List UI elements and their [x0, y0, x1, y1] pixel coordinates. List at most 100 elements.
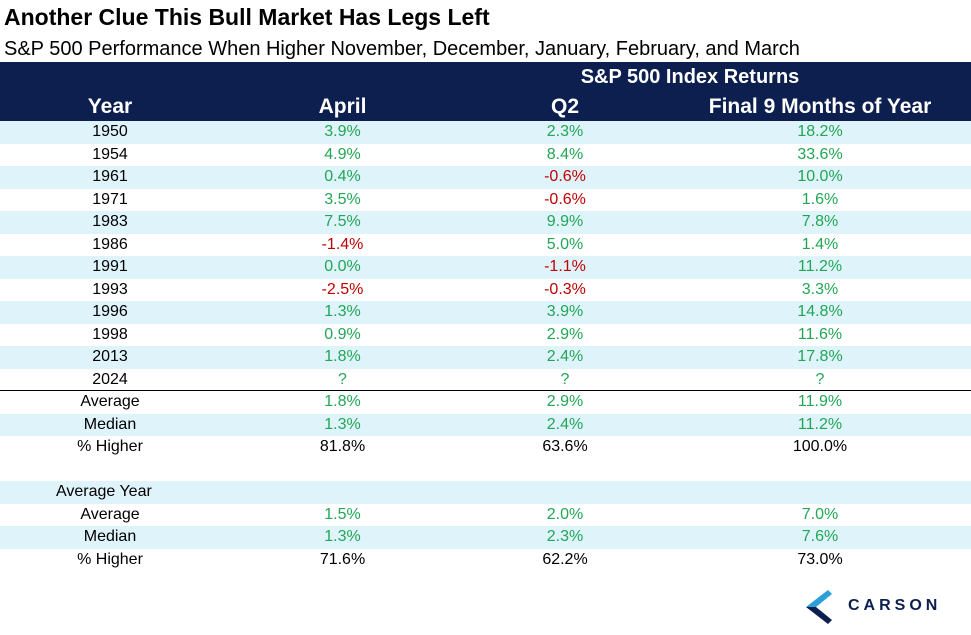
cell-q2: 2.9%	[546, 393, 584, 410]
cell-q2: 62.2%	[542, 550, 588, 568]
cell-april: 3.9%	[324, 123, 361, 140]
table-row: 1991 0.0% -1.1% 11.2%	[0, 256, 971, 279]
cell-final: 33.6%	[797, 145, 843, 163]
cell-april: 3.5%	[324, 190, 361, 208]
carson-chevron-icon	[806, 590, 832, 624]
table-row: Median 1.3% 2.3% 7.6%	[0, 526, 971, 549]
row-label: % Higher	[77, 550, 143, 568]
cell-april: 81.8%	[319, 438, 366, 455]
table-row: Average 1.5% 2.0% 7.0%	[0, 504, 971, 527]
cell-final: 1.6%	[801, 190, 839, 208]
cell-final: 11.2%	[797, 258, 843, 275]
group-header: S&P 500 Index Returns	[580, 66, 800, 88]
cell-q2: 2.0%	[546, 505, 584, 523]
cell-q2: 63.6%	[542, 438, 588, 455]
cell-final: 18.2%	[797, 123, 843, 140]
table-row: 1993 -2.5% -0.3% 3.3%	[0, 279, 971, 302]
row-label: 1954	[92, 145, 128, 163]
cell-q2: 8.4%	[546, 145, 584, 163]
table-row: 2013 1.8% 2.4% 17.8%	[0, 346, 971, 369]
row-label: 1991	[92, 258, 128, 275]
cell-april: -1.4%	[321, 235, 364, 253]
table-row: % Higher 71.6% 62.2% 73.0%	[0, 549, 971, 572]
row-label: 1998	[92, 325, 128, 343]
column-header-year: Year	[87, 95, 133, 118]
cell-q2: 2.4%	[546, 348, 584, 365]
cell-final: 7.8%	[801, 213, 839, 230]
row-label: Median	[83, 415, 137, 433]
cell-final: 17.8%	[797, 348, 843, 365]
cell-april: 1.8%	[324, 348, 361, 365]
row-label: 1996	[92, 303, 128, 320]
cell-april: -2.5%	[321, 280, 364, 298]
cell-q2: 9.9%	[546, 213, 584, 230]
table-row: 2024???	[0, 369, 971, 391]
cell-april: 1.5%	[324, 505, 361, 523]
table-row: Median 1.3% 2.4% 11.2%	[0, 413, 971, 436]
cell-final: 11.9%	[797, 393, 843, 410]
row-label: % Higher	[77, 438, 143, 455]
cell-april: 1.3%	[324, 303, 361, 320]
table-row: 1954 4.9% 8.4% 33.6%	[0, 144, 971, 167]
cell-q2: 5.0%	[546, 235, 584, 253]
cell-final: 100.0%	[792, 438, 848, 455]
table-row: 1998 0.9% 2.9% 11.6%	[0, 324, 971, 347]
cell-q2: 3.9%	[546, 303, 584, 320]
cell-final: 10.0%	[797, 168, 843, 185]
carson-logo: CARSON	[806, 590, 956, 624]
row-label: 1983	[92, 213, 128, 230]
column-header-april: April	[318, 95, 367, 118]
table-row: Average Year	[0, 481, 971, 504]
row-label: 2024	[92, 370, 128, 388]
logo-text: CARSON	[848, 597, 942, 614]
row-label: 1993	[92, 280, 128, 298]
cell-q2: 2.9%	[546, 325, 584, 343]
column-header-final: Final 9 Months of Year	[708, 95, 932, 118]
cell-april: 0.0%	[324, 258, 361, 275]
table-row: 1961 0.4% -0.6% 10.0%	[0, 166, 971, 189]
cell-q2: 2.3%	[546, 123, 584, 140]
column-header-q2: Q2	[550, 95, 579, 118]
row-label: 1986	[92, 235, 128, 253]
page-title: Another Clue This Bull Market Has Legs L…	[4, 4, 490, 30]
page-subtitle: S&P 500 Performance When Higher November…	[4, 38, 800, 60]
table-row: 1971 3.5% -0.6% 1.6%	[0, 189, 971, 212]
row-label: Average Year	[56, 483, 152, 500]
cell-final: 11.2%	[797, 415, 843, 433]
cell-april: 4.9%	[324, 145, 361, 163]
cell-april: 71.6%	[319, 550, 366, 568]
table-row: 1950 3.9% 2.3% 18.2%	[0, 121, 971, 144]
table-header: S&P 500 Index Returns Year April Q2 Fina…	[0, 62, 971, 121]
table-body: 1950 3.9% 2.3% 18.2% 1954 4.9% 8.4% 33.6% 1961 0.…	[0, 121, 971, 571]
table-row	[0, 459, 971, 482]
row-label: Average	[80, 393, 140, 410]
table-row: 1986 -1.4% 5.0% 1.4%	[0, 234, 971, 257]
cell-april: 0.9%	[324, 325, 361, 343]
cell-q2: 2.4%	[546, 415, 584, 433]
cell-q2: 2.3%	[546, 528, 584, 545]
cell-april: 7.5%	[324, 213, 361, 230]
cell-final: 3.3%	[801, 280, 839, 298]
cell-q2: -0.3%	[544, 280, 586, 298]
row-label: Average	[80, 505, 140, 523]
cell-april: 1.8%	[324, 393, 361, 410]
row-label: 1961	[92, 168, 128, 185]
table-row: 1996 1.3% 3.9% 14.8%	[0, 301, 971, 324]
cell-q2: -1.1%	[544, 258, 586, 275]
cell-final: 73.0%	[797, 550, 843, 568]
cell-q2: -0.6%	[544, 168, 586, 185]
cell-q2: ?	[560, 370, 570, 388]
row-label: 2013	[92, 348, 128, 365]
table-row: % Higher 81.8% 63.6% 100.0%	[0, 436, 971, 459]
table-row: Average 1.8% 2.9% 11.9%	[0, 391, 971, 414]
cell-final: 1.4%	[801, 235, 839, 253]
table-row: 1983 7.5% 9.9% 7.8%	[0, 211, 971, 234]
cell-final: 11.6%	[797, 325, 843, 343]
cell-q2: -0.6%	[544, 190, 586, 208]
cell-april: 0.4%	[324, 168, 361, 185]
cell-april: ?	[338, 370, 347, 388]
row-label: Median	[83, 528, 137, 545]
cell-april: 1.3%	[324, 528, 361, 545]
row-label: 1971	[92, 190, 128, 208]
cell-final: ?	[815, 370, 825, 388]
